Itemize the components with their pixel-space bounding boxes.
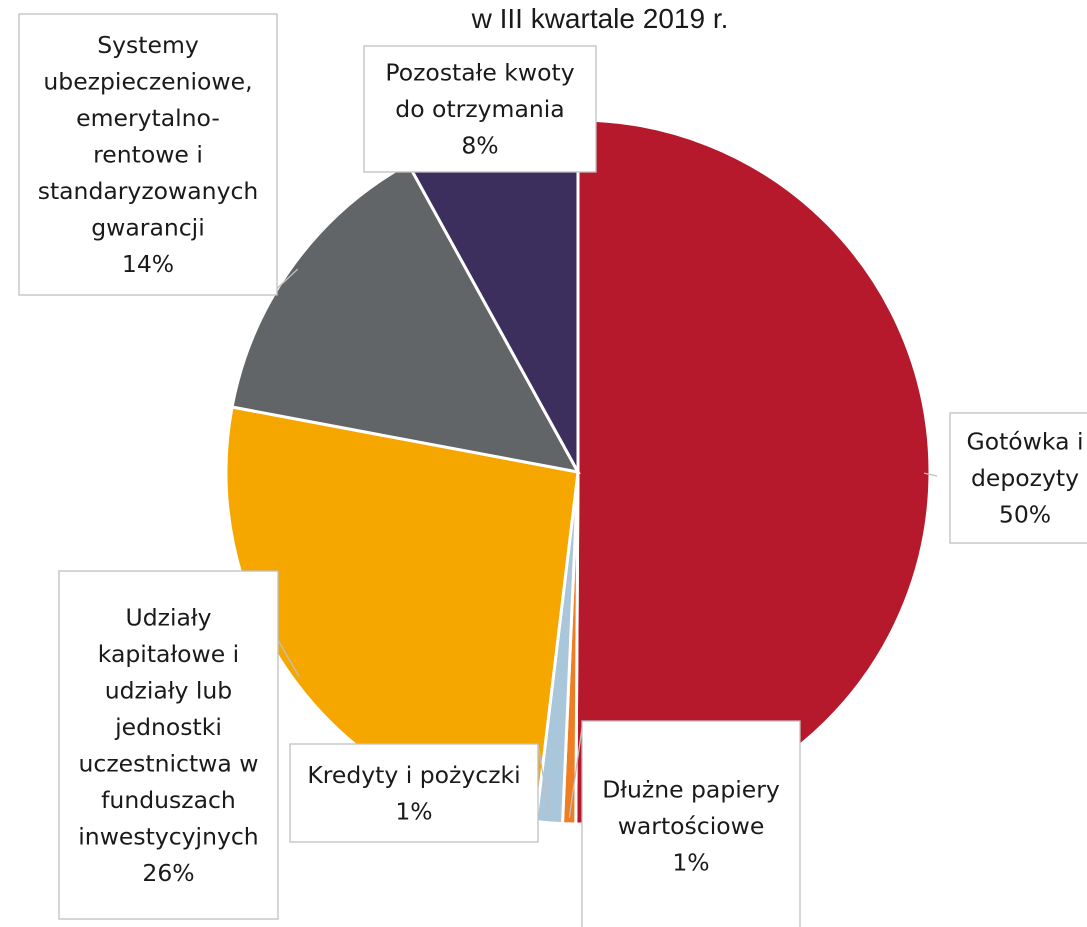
data-label-line: uczestnictwa w <box>79 749 259 777</box>
data-label-line: funduszach <box>101 786 236 814</box>
data-label-box <box>289 743 539 843</box>
data-label-text: Dłużne papiery wartościowe 1% <box>602 776 780 877</box>
data-labels: Gotówka i depozyty 50% Dłużne papiery wartoś… <box>18 13 1087 927</box>
data-label-value: 1% <box>672 849 709 877</box>
data-label-text: Udziały kapitałowe i udziały lub jednostki u… <box>78 603 258 887</box>
pie-slice <box>574 118 932 826</box>
data-label-line: Udziały <box>126 603 212 631</box>
data-label-line: gwarancji <box>91 214 204 242</box>
data-label-line: emerytalno- <box>76 104 220 132</box>
chart-title: w III kwartale 2019 r. <box>471 3 729 34</box>
leader-line <box>923 472 938 477</box>
data-label-line: Systemy <box>97 31 199 59</box>
data-label-line: jednostki <box>114 713 222 741</box>
leader-line <box>568 720 584 818</box>
data-label-line: Kredyty i pożyczki <box>307 761 520 789</box>
leader-line <box>277 639 300 677</box>
data-label: Kredyty i pożyczki 1% <box>289 743 539 843</box>
data-label: Systemy ubezpieczeniowe, emerytalno-rentow… <box>18 13 278 296</box>
pie-slice <box>230 161 581 475</box>
data-label-box <box>581 720 801 927</box>
leader-line <box>537 743 551 817</box>
data-label-line: rentowe i <box>93 141 203 169</box>
data-label-text: Systemy ubezpieczeniowe, emerytalno-rentow… <box>38 31 259 278</box>
data-label-line: standaryzowanych <box>38 177 259 205</box>
data-label-box <box>58 570 279 920</box>
pie-slices <box>224 118 932 826</box>
data-label: Pozostałe kwoty do otrzymania 8% <box>363 45 597 173</box>
data-label: Gotówka i depozyty 50% <box>949 412 1087 544</box>
data-label-value: 14% <box>122 250 174 278</box>
data-label-text: Pozostałe kwoty do otrzymania 8% <box>385 59 574 160</box>
data-label-line: Gotówka i <box>967 428 1084 456</box>
data-label-text: Kredyty i pożyczki 1% <box>307 761 520 826</box>
data-label-line: wartościowe <box>618 812 765 840</box>
data-label-value: 8% <box>461 132 498 160</box>
data-label-line: do otrzymania <box>395 95 564 123</box>
data-label: Udziały kapitałowe i udziały lub jednostki u… <box>58 570 279 920</box>
data-label-line: ubezpieczeniowe, <box>43 68 252 96</box>
data-label-line: udziały lub <box>105 676 232 704</box>
data-label-line: depozyty <box>971 464 1079 492</box>
data-label-value: 26% <box>142 859 194 887</box>
data-label-box <box>18 13 278 296</box>
data-label-box <box>363 45 597 173</box>
data-label-value: 50% <box>999 501 1051 529</box>
data-label-value: 1% <box>395 797 432 825</box>
data-label: Dłużne papiery wartościowe 1% <box>581 720 801 927</box>
data-label-line: Dłużne papiery <box>602 776 780 804</box>
data-label-box <box>949 412 1087 544</box>
data-label-line: Pozostałe kwoty <box>385 59 574 87</box>
data-label-line: inwestycyjnych <box>78 822 258 850</box>
data-label-line: kapitałowe i <box>98 640 239 668</box>
data-label-text: Gotówka i depozyty 50% <box>967 428 1084 529</box>
